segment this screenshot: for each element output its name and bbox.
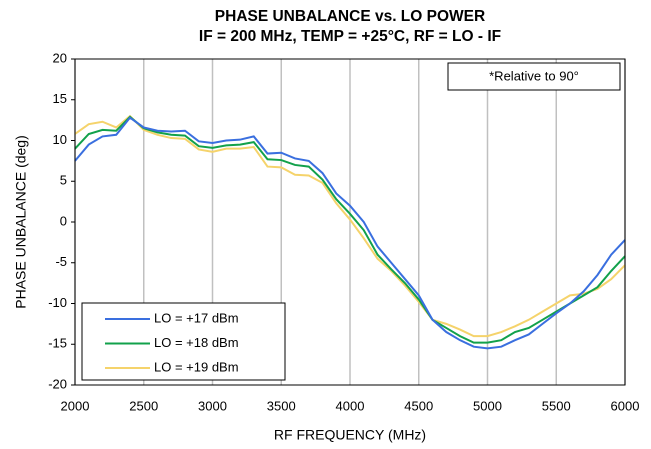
x-tick-label: 5500 <box>542 398 571 413</box>
x-axis-label: RF FREQUENCY (MHz) <box>274 427 426 443</box>
plot-border <box>74 58 626 386</box>
y-tick-label: -20 <box>48 376 67 391</box>
y-axis-label: PHASE UNBALANCE (deg) <box>13 135 29 309</box>
y-tick-label: -5 <box>55 254 67 269</box>
legend-label: LO = +19 dBm <box>154 359 239 374</box>
y-tick-label: -15 <box>48 336 67 351</box>
x-tick-label: 2000 <box>61 398 90 413</box>
x-tick-label: 3500 <box>267 398 296 413</box>
y-tick-label: 10 <box>53 132 67 147</box>
x-tick-label: 5000 <box>473 398 502 413</box>
legend-label: LO = +17 dBm <box>154 310 239 325</box>
y-tick-label: 0 <box>60 213 67 228</box>
chart-title: PHASE UNBALANCE vs. LO POWER <box>215 8 485 25</box>
series-line <box>74 115 626 344</box>
x-tick-label: 4000 <box>336 398 365 413</box>
annotation-box <box>447 62 621 91</box>
y-tick-label: -10 <box>48 295 67 310</box>
y-tick-label: 5 <box>60 173 67 188</box>
chart-subtitle: IF = 200 MHz, TEMP = +25°C, RF = LO - IF <box>199 28 501 45</box>
x-tick-label: 3000 <box>198 398 227 413</box>
x-tick-label: 6000 <box>611 398 640 413</box>
series-line <box>74 114 626 338</box>
y-tick-label: 15 <box>53 91 67 106</box>
x-tick-label: 4500 <box>404 398 433 413</box>
annotation: *Relative to 90° <box>489 68 579 83</box>
x-tick-label: 2500 <box>129 398 158 413</box>
y-tick-label: 20 <box>53 50 67 65</box>
legend-label: LO = +18 dBm <box>154 335 239 350</box>
series-line <box>74 116 626 350</box>
